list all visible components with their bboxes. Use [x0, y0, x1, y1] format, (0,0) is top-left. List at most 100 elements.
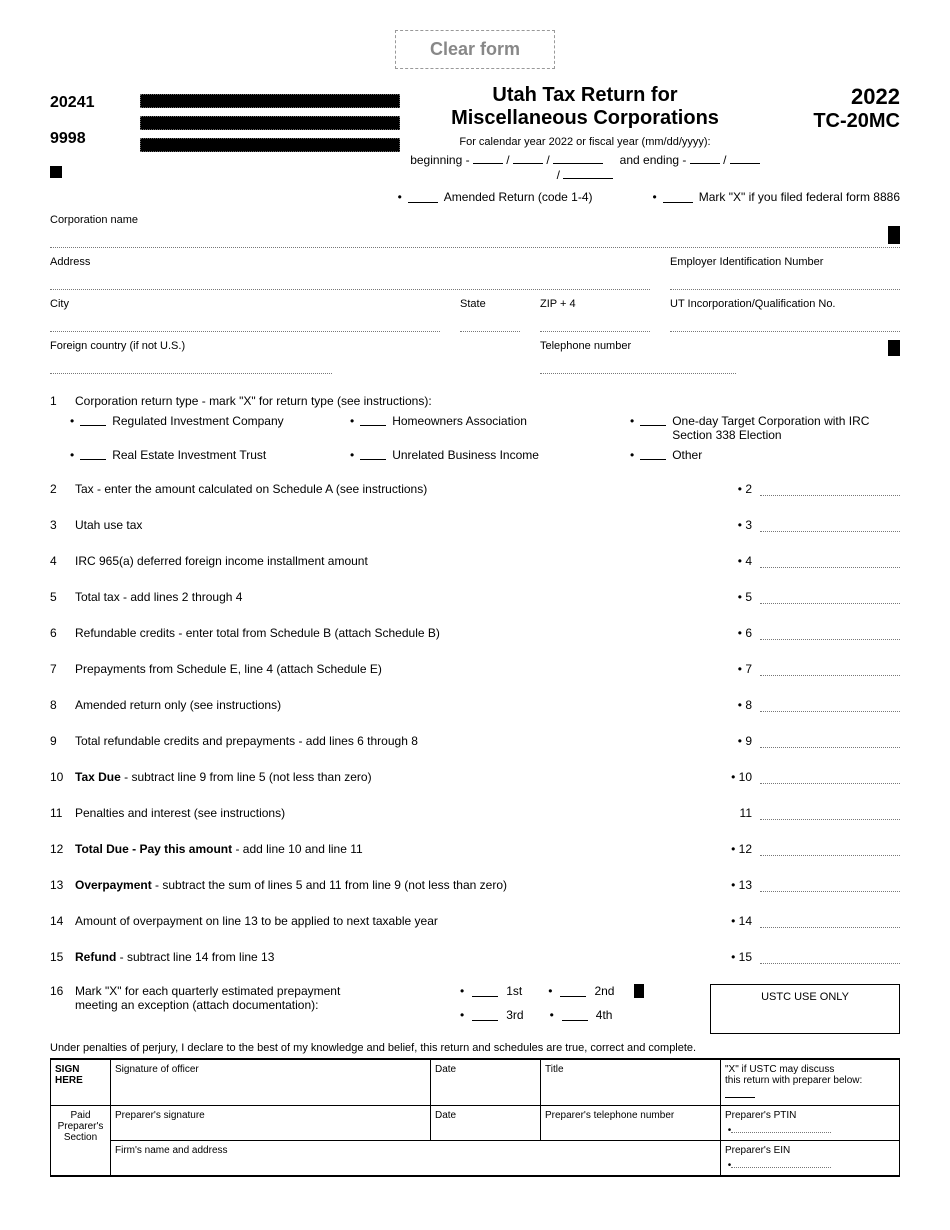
- line-14-ref: • 14: [710, 914, 760, 928]
- amend-row: • Amended Return (code 1-4) • Mark "X" i…: [50, 190, 900, 204]
- fy-begin-mm[interactable]: [473, 152, 503, 164]
- q2-label: 2nd: [594, 984, 614, 998]
- line-10-input[interactable]: [760, 768, 900, 784]
- q4-checkbox[interactable]: [562, 1009, 588, 1021]
- line-3-ref: • 3: [710, 518, 760, 532]
- line-14-input[interactable]: [760, 912, 900, 928]
- fy-begin-dd[interactable]: [513, 152, 543, 164]
- foreign-label: Foreign country (if not U.S.): [50, 340, 520, 352]
- line-12-ref: • 12: [710, 842, 760, 856]
- pein-cell[interactable]: Preparer's EIN •: [721, 1141, 900, 1177]
- q1-label: 1st: [506, 984, 522, 998]
- form-code: TC-20MC: [770, 110, 900, 133]
- line-7-ref: • 7: [710, 662, 760, 676]
- officer-date-cell[interactable]: Date: [431, 1059, 541, 1106]
- sign-here-label: SIGNHERE: [51, 1059, 111, 1106]
- utinc-label: UT Incorporation/Qualification No.: [670, 298, 900, 310]
- black-marker: [50, 166, 62, 178]
- slash: /: [546, 153, 549, 167]
- preparer-sig-cell[interactable]: Preparer's signature: [111, 1106, 431, 1141]
- fy-end-mm[interactable]: [690, 152, 720, 164]
- cb-target[interactable]: [640, 414, 666, 426]
- fy-end-dd[interactable]: [730, 152, 760, 164]
- line-13-input[interactable]: [760, 876, 900, 892]
- line-5-input[interactable]: [760, 588, 900, 604]
- clear-form-button[interactable]: Clear form: [395, 30, 555, 69]
- slash: /: [723, 153, 726, 167]
- city-input[interactable]: [50, 310, 440, 332]
- ein-input[interactable]: [670, 268, 900, 290]
- line-7-desc: Prepayments from Schedule E, line 4 (att…: [75, 662, 710, 676]
- line-5-ref: • 5: [710, 590, 760, 604]
- line-3-desc: Utah use tax: [75, 518, 710, 532]
- line-11-desc: Penalties and interest (see instructions…: [75, 806, 710, 820]
- line-2-input[interactable]: [760, 480, 900, 496]
- city-label: City: [50, 298, 440, 310]
- officer-sig-cell[interactable]: Signature of officer: [111, 1059, 431, 1106]
- left-codes: 20241 9998: [50, 84, 140, 181]
- cb-ric[interactable]: [80, 414, 106, 426]
- line-6-input[interactable]: [760, 624, 900, 640]
- slash: /: [557, 168, 560, 182]
- officer-title-cell[interactable]: Title: [541, 1059, 721, 1106]
- discuss-cell[interactable]: "X" if USTC may discuss this return with…: [721, 1059, 900, 1106]
- cb-hoa[interactable]: [360, 414, 386, 426]
- utinc-input[interactable]: [670, 310, 900, 332]
- firm-cell[interactable]: Firm's name and address: [111, 1141, 721, 1177]
- q1-checkbox[interactable]: [472, 985, 498, 997]
- title-line-2: Miscellaneous Corporations: [410, 107, 760, 130]
- address-input[interactable]: [50, 268, 650, 290]
- fy-begin-yyyy[interactable]: [553, 152, 603, 164]
- cb-reit[interactable]: [80, 448, 106, 460]
- phone-label: Telephone number: [540, 340, 820, 352]
- line-4-input[interactable]: [760, 552, 900, 568]
- line-4-desc: IRC 965(a) deferred foreign income insta…: [75, 554, 710, 568]
- line-11-input[interactable]: [760, 804, 900, 820]
- line-9-input[interactable]: [760, 732, 900, 748]
- line-5-desc: Total tax - add lines 2 through 4: [75, 590, 710, 604]
- phone-input[interactable]: [540, 352, 736, 374]
- form-8886-label: Mark "X" if you filed federal form 8886: [699, 190, 900, 204]
- form-title-block: Utah Tax Return for Miscellaneous Corpor…: [400, 84, 770, 182]
- perjury-statement: Under penalties of perjury, I declare to…: [50, 1042, 900, 1054]
- cb-ubi-label: Unrelated Business Income: [392, 448, 539, 462]
- line-15-input[interactable]: [760, 948, 900, 964]
- line-10-desc: Tax Due - subtract line 9 from line 5 (n…: [75, 770, 710, 784]
- state-input[interactable]: [460, 310, 520, 332]
- line-14-desc: Amount of overpayment on line 13 to be a…: [75, 914, 710, 928]
- preparer-date-cell[interactable]: Date: [431, 1106, 541, 1141]
- ustc-box: USTC USE ONLY: [710, 984, 900, 1034]
- amended-code-input[interactable]: [408, 191, 438, 203]
- corp-fields: Corporation name Address Employer Identi…: [50, 214, 900, 374]
- title-line-1: Utah Tax Return for: [410, 84, 760, 107]
- form-header: 20241 9998 Utah Tax Return for Miscellan…: [50, 84, 900, 182]
- code-1: 20241: [50, 94, 140, 112]
- line-7-input[interactable]: [760, 660, 900, 676]
- foreign-input[interactable]: [50, 352, 332, 374]
- code-2: 9998: [50, 130, 140, 148]
- line-9-desc: Total refundable credits and prepayments…: [75, 734, 710, 748]
- cb-target-label: One-day Target Corporation with IRC Sect…: [672, 414, 900, 442]
- line-8-input[interactable]: [760, 696, 900, 712]
- line-12-input[interactable]: [760, 840, 900, 856]
- line-11-ref: 11: [710, 806, 760, 820]
- signature-table: SIGNHERE Signature of officer Date Title…: [50, 1058, 900, 1177]
- fy-end-label: and ending -: [620, 153, 687, 167]
- cb-other[interactable]: [640, 448, 666, 460]
- preparer-phone-cell[interactable]: Preparer's telephone number: [541, 1106, 721, 1141]
- q3-checkbox[interactable]: [472, 1009, 498, 1021]
- right-code: 2022 TC-20MC: [770, 84, 900, 133]
- fy-note: For calendar year 2022 or fiscal year (m…: [410, 136, 760, 148]
- corp-name-input[interactable]: [50, 226, 900, 248]
- fy-end-yyyy[interactable]: [563, 167, 613, 179]
- line-1-num: 1: [50, 394, 75, 408]
- ptin-cell[interactable]: Preparer's PTIN •: [721, 1106, 900, 1141]
- cb-ric-label: Regulated Investment Company: [112, 414, 283, 428]
- line-3-input[interactable]: [760, 516, 900, 532]
- zip-input[interactable]: [540, 310, 650, 332]
- q2-checkbox[interactable]: [560, 985, 586, 997]
- state-label: State: [460, 298, 520, 310]
- year: 2022: [770, 84, 900, 110]
- form-8886-checkbox[interactable]: [663, 191, 693, 203]
- cb-ubi[interactable]: [360, 448, 386, 460]
